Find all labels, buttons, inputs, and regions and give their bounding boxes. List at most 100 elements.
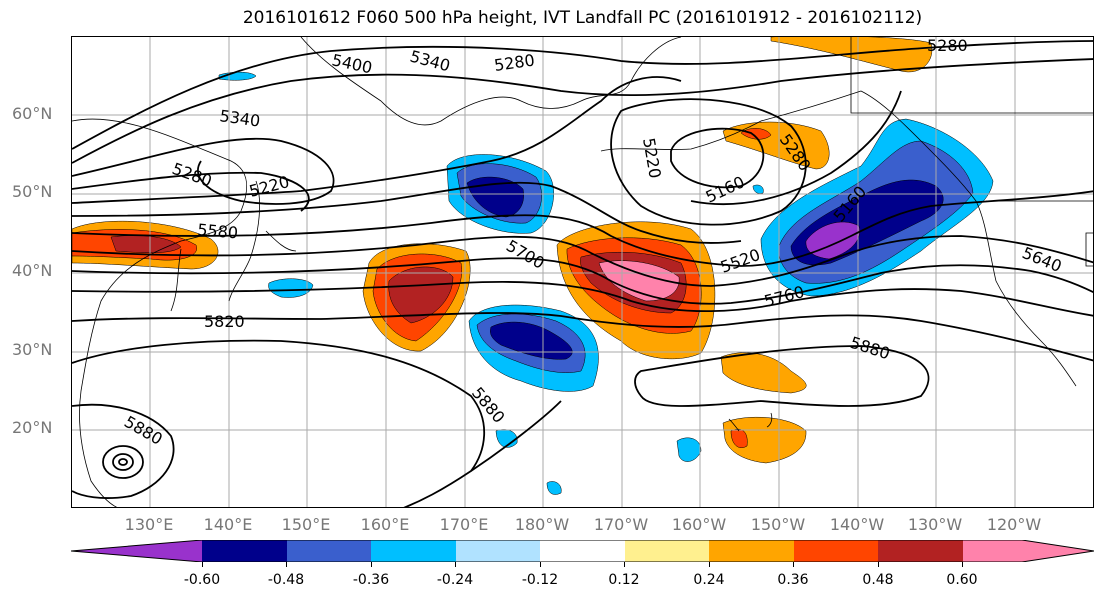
ivt-positive-region [720, 352, 807, 394]
contour-label: 5280 [493, 50, 536, 74]
contour-line [118, 458, 128, 466]
colorbar-segment [963, 540, 1094, 562]
contour-line [72, 76, 682, 204]
lon-label-180w: 180°W [514, 515, 570, 534]
colorbar-tick-label: 0.36 [777, 572, 809, 588]
lon-label-170e: 170°E [439, 515, 489, 534]
contour-line [670, 127, 765, 189]
colorbar-tick-label: 0.12 [608, 572, 640, 588]
canada-border [850, 37, 1093, 114]
lon-label-160w: 160°W [671, 515, 727, 534]
contour-line [72, 281, 1093, 317]
contour-label: 5880 [468, 383, 509, 426]
lon-label-150w: 150°W [750, 515, 806, 534]
colorbar-tick-label: -0.12 [521, 572, 559, 588]
contour-line [634, 345, 930, 407]
lon-label-160e: 160°E [360, 515, 410, 534]
colorbar-tick-mark [540, 562, 541, 567]
lon-label-150e: 150°E [281, 515, 331, 534]
contour-label: 5520 [718, 245, 763, 277]
colorbar-segment [794, 540, 878, 562]
ivt-negative-max [466, 176, 524, 218]
japan-coastline [228, 180, 297, 302]
contour-label: 5820 [204, 312, 245, 331]
lat-label-30n: 30°N [12, 340, 53, 359]
ivt-negative-region [268, 278, 314, 298]
contour-label: 5280 [927, 37, 968, 55]
colorbar-tick-label: 0.48 [862, 572, 894, 588]
lat-label-60n: 60°N [12, 104, 53, 123]
colorbar-tick-mark [878, 562, 879, 567]
colorbar-segment [625, 540, 709, 562]
colorbar-tick-label: 0.24 [693, 572, 725, 588]
ivt-negative-region [546, 481, 562, 495]
contour-line [72, 58, 1093, 164]
colorbar-tick-mark [624, 562, 625, 567]
colorbar-segment [540, 540, 625, 562]
contour-line [72, 235, 1093, 287]
map-title: 2016101612 F060 500 hPa height, IVT Land… [242, 8, 923, 28]
colorbar-segment [709, 540, 794, 562]
lon-label-140e: 140°E [203, 515, 253, 534]
lat-label-20n: 20°N [12, 418, 53, 437]
contour-label: 5880 [848, 333, 893, 364]
ivt-negative-region [676, 437, 702, 462]
contour-label: 5580 [197, 220, 239, 242]
ivt-negative-region [752, 184, 764, 194]
contour-line [72, 403, 175, 499]
colorbar-tick-label: -0.60 [183, 572, 221, 588]
asia-coastline [72, 118, 248, 507]
lat-label-40n: 40°N [12, 261, 53, 280]
contour-line [102, 445, 144, 479]
colorbar-segment [878, 540, 963, 562]
colorbar-tick-mark [286, 562, 287, 567]
hawaii-coastline [728, 412, 773, 432]
contour-line [72, 40, 1093, 150]
colorbar-tick-mark [202, 562, 203, 567]
contour-line [610, 98, 807, 226]
contour-label: 5160 [703, 172, 748, 206]
alaska-coastline [600, 90, 1077, 387]
colorbar-tick-mark [371, 562, 372, 567]
height-contours [72, 40, 1093, 507]
contour-line [470, 400, 562, 472]
lon-label-120w: 120°W [986, 515, 1042, 534]
lon-label-130e: 130°E [124, 515, 174, 534]
colorbar-tick-mark [455, 562, 456, 567]
contour-label: 5700 [503, 236, 548, 273]
colorbar-segment [202, 540, 287, 562]
boundary-box [1085, 232, 1093, 267]
ivt-positive-peak [598, 260, 680, 302]
colorbar-tick-label: -0.36 [352, 572, 390, 588]
contour-line [72, 181, 742, 244]
ivt-positive-region [722, 416, 807, 464]
map-canvas: 5400 5340 5280 5340 5280 5220 5580 5820 … [72, 37, 1093, 507]
graticule [72, 37, 1093, 507]
contour-line [72, 171, 310, 212]
map-panel: 5400 5340 5280 5340 5280 5220 5580 5820 … [71, 36, 1094, 508]
colorbar-segment [371, 540, 456, 562]
contour-line [72, 312, 1093, 362]
colorbar-segment [456, 540, 540, 562]
contour-label: 5400 [330, 50, 374, 77]
colorbar-segment [287, 540, 371, 562]
colorbar [71, 540, 1094, 562]
contour-line [72, 190, 1093, 267]
contour-line [72, 257, 1093, 305]
ivt-negative-region [495, 429, 518, 448]
contour-label: 5220 [639, 136, 665, 179]
contour-line [72, 137, 335, 205]
colorbar-tick-label: -0.24 [436, 572, 474, 588]
lon-label-130w: 130°W [907, 515, 963, 534]
colorbar-segment [71, 540, 202, 562]
ivt-positive-max [388, 266, 454, 324]
contour-label: 5280 [170, 159, 215, 191]
contour-label: 5880 [121, 412, 166, 449]
colorbar-tick-mark [709, 562, 710, 567]
ivt-positive-core [730, 428, 748, 448]
contour-label: 5220 [247, 172, 291, 201]
contour-line [72, 339, 486, 507]
colorbar-tick-mark [962, 562, 963, 567]
colorbar-tick-label: 0.60 [946, 572, 978, 588]
contour-label: 5760 [762, 282, 806, 311]
